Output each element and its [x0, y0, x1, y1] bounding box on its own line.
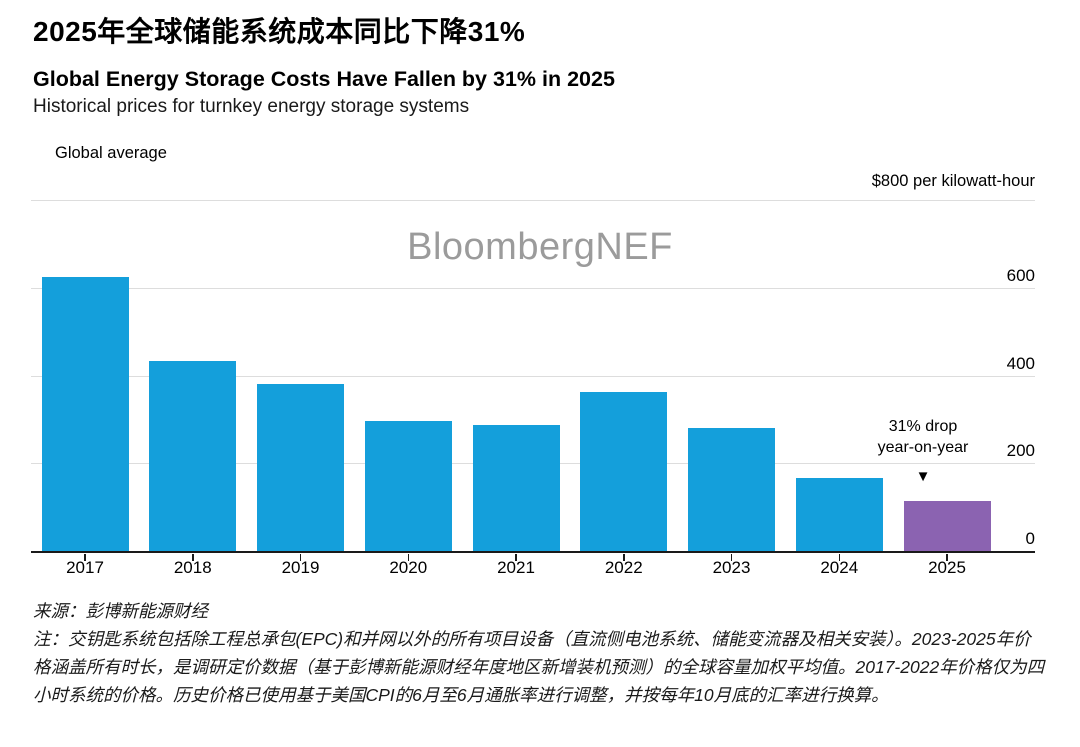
- annotation-31pct-drop: 31% drop year-on-year: [843, 416, 1003, 458]
- y-tick-label-200: 200: [1006, 441, 1035, 461]
- annotation-line1: 31% drop: [888, 418, 958, 435]
- x-tick-2022: [623, 553, 625, 561]
- footer-notes: 来源：彭博新能源财经 注：交钥匙系统包括除工程总承包(EPC)和并网以外的所有项…: [33, 597, 1047, 709]
- y-tick-label-400: 400: [1006, 353, 1035, 373]
- chart-title: Global Energy Storage Costs Have Fallen …: [33, 67, 615, 91]
- gridline-800: [31, 200, 1035, 201]
- annotation-line2: year-on-year: [877, 439, 969, 456]
- bar-2021: [472, 425, 560, 551]
- x-tick-2017: [84, 553, 86, 561]
- x-tick-2023: [730, 553, 733, 561]
- bar-2017: [41, 276, 129, 551]
- x-axis-label-2020: 2020: [389, 558, 428, 577]
- bar-2018: [149, 361, 237, 551]
- x-axis-labels: 2017 2018 2019 2020 2021 2022 2023 2024 2025: [31, 558, 1035, 582]
- bloombergnef-watermark: BloombergNEF: [407, 226, 673, 268]
- bar-2025: [903, 500, 991, 551]
- y-tick-label-0: 0: [1025, 529, 1035, 548]
- bar-2023: [688, 428, 775, 551]
- legend-label: Global average: [55, 144, 167, 162]
- gridline-600: [31, 287, 1035, 289]
- x-tick-2019: [299, 553, 302, 561]
- page-title-chinese: 2025年全球储能系统成本同比下降31%: [33, 16, 526, 47]
- bar-2024: [795, 478, 883, 551]
- x-axis-label-2023: 2023: [712, 558, 751, 577]
- source-text: 来源：彭博新能源财经: [33, 601, 208, 621]
- bar-2020: [364, 421, 452, 551]
- legend: Global average: [33, 144, 167, 163]
- chart-subtitle: Historical prices for turnkey energy sto…: [33, 96, 470, 117]
- bar-2019: [257, 383, 344, 551]
- x-tick-2025: [946, 553, 948, 561]
- x-tick-2021: [515, 553, 517, 561]
- y-tick-label-600: 600: [1006, 265, 1035, 285]
- bar-2022: [580, 391, 668, 551]
- x-tick-2024: [838, 553, 840, 561]
- x-tick-2018: [192, 553, 194, 561]
- x-tick-2020: [407, 553, 409, 561]
- legend-swatch-global-average: [33, 147, 46, 160]
- x-axis-label-2024: 2024: [820, 558, 859, 577]
- bar-chart-plot-area: 31% drop year-on-year ▼ 0 200 400 600: [31, 200, 1035, 561]
- x-axis-label-2022: 2022: [604, 558, 643, 577]
- x-axis-label-2018: 2018: [173, 558, 212, 577]
- arrow-down-icon: ▼: [915, 468, 931, 485]
- note-text: 注：交钥匙系统包括除工程总承包(EPC)和并网以外的所有项目设备（直流侧电池系统…: [33, 629, 1045, 705]
- x-axis-label-2019: 2019: [281, 558, 320, 577]
- gridline-400: [31, 375, 1035, 377]
- x-axis-label-2021: 2021: [497, 558, 535, 577]
- x-axis-label-2025: 2025: [928, 558, 966, 577]
- y-axis-unit-label: $800 per kilowatt-hour: [871, 172, 1035, 190]
- x-axis-label-2017: 2017: [66, 558, 104, 577]
